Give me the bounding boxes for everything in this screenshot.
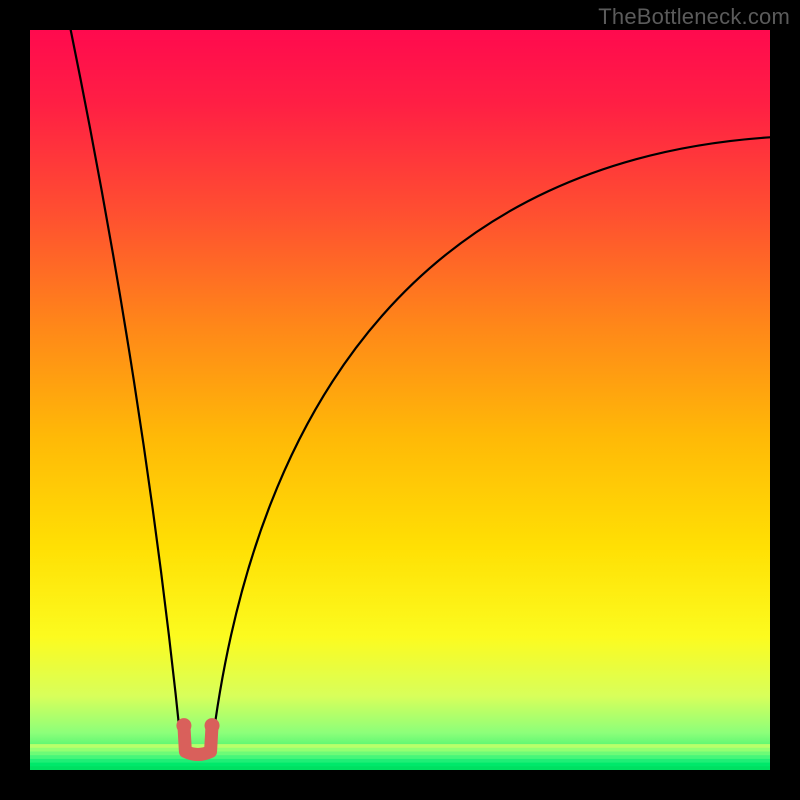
bottleneck-chart-svg	[0, 0, 800, 800]
chart-container: TheBottleneck.com	[0, 0, 800, 800]
watermark-text: TheBottleneck.com	[598, 4, 790, 30]
